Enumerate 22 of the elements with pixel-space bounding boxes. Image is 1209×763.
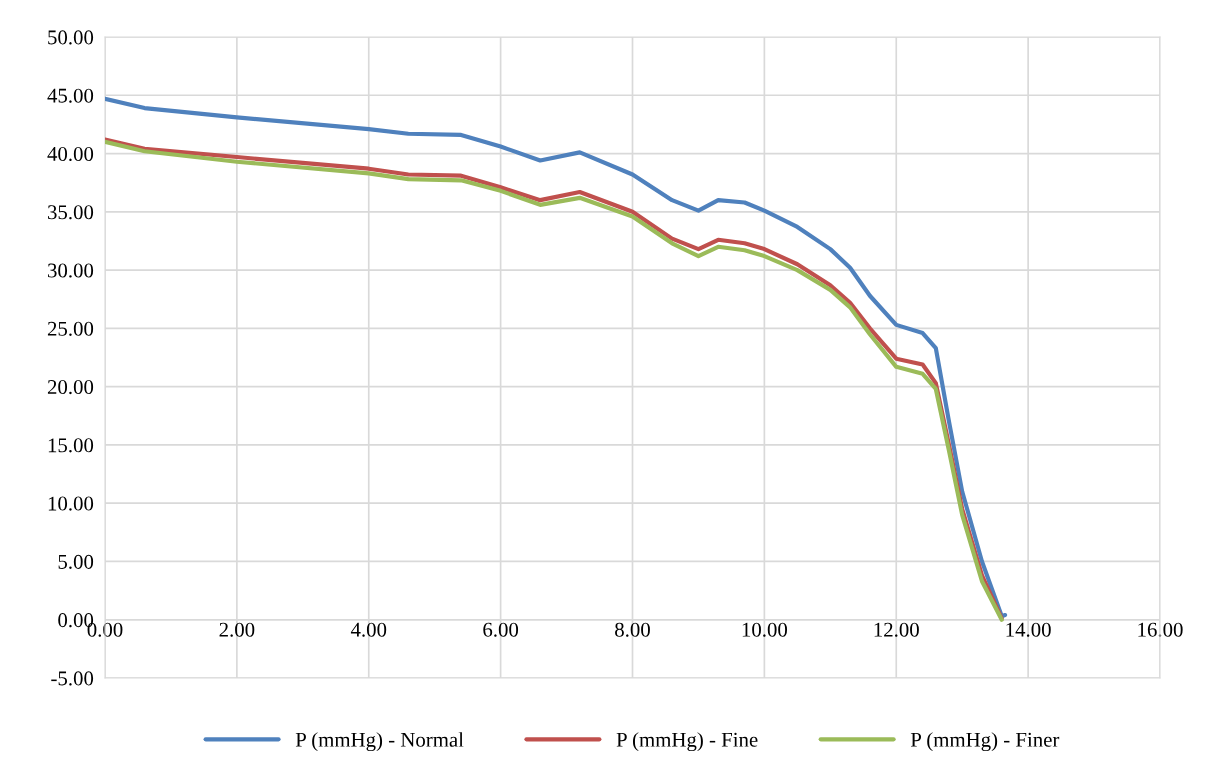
y-tick-label: 40.00 [47, 146, 94, 162]
y-tick-label: 45.00 [47, 88, 94, 103]
y-tick-label: 35.00 [48, 205, 94, 220]
x-tick-label: 2.00 [219, 622, 255, 637]
y-tick-label: 5.00 [58, 554, 94, 569]
legend-label: P (mmHg) - Fine [616, 732, 758, 752]
y-tick-label: 10.00 [48, 496, 94, 511]
y-tick-label: 25.00 [47, 321, 94, 336]
legend-label: P (mmHg) - Normal [295, 732, 464, 752]
x-tick-label: 10.00 [742, 622, 788, 637]
x-tick-label: 12.00 [874, 622, 919, 637]
x-tick-label: 14.00 [1006, 622, 1051, 637]
y-tick-label: 30.00 [48, 263, 94, 278]
x-tick-label: 6.00 [483, 622, 519, 637]
x-tick-label: 4.00 [350, 622, 387, 637]
x-tick-label: 8.00 [615, 622, 650, 637]
y-tick-label: -5.00 [51, 671, 94, 686]
y-tick-label: 15.00 [48, 438, 94, 453]
legend-label: P (mmHg) - Finer [910, 732, 1060, 752]
y-tick-label: 20.00 [47, 380, 94, 395]
x-tick-label: 16.00 [1138, 622, 1183, 637]
y-tick-label: 50.00 [48, 30, 94, 45]
